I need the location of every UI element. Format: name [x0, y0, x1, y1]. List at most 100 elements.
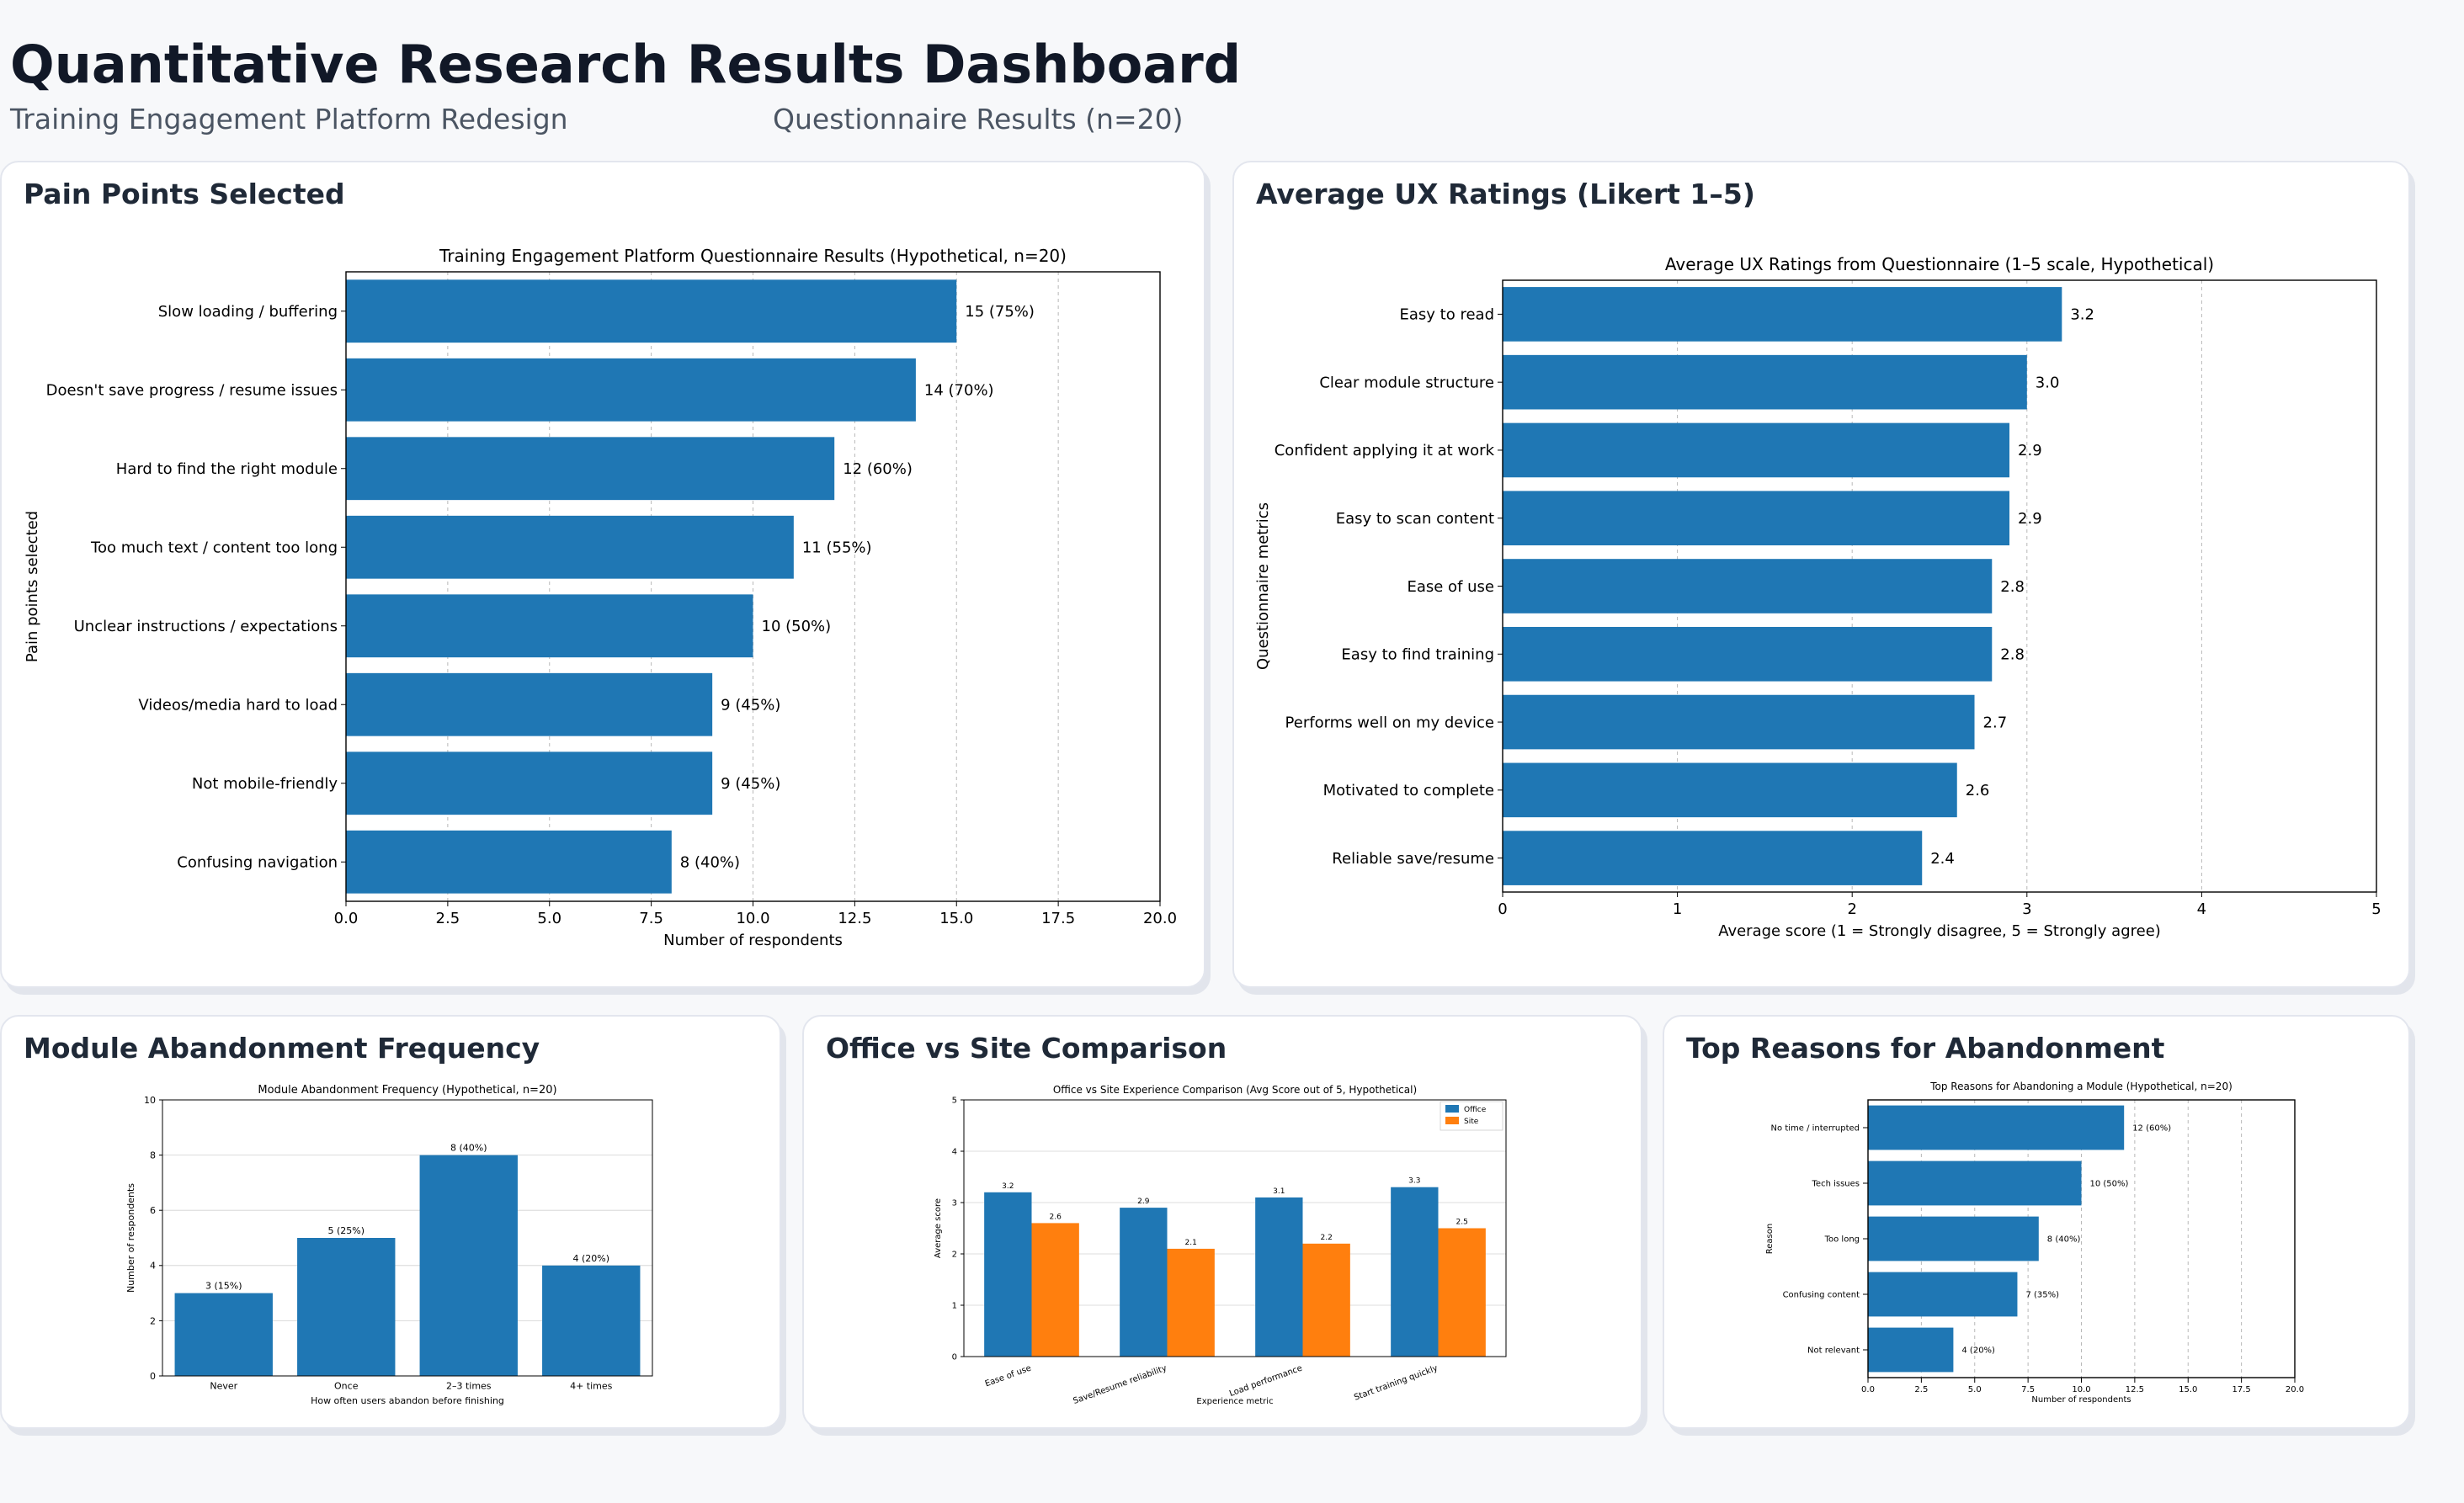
- bar: [419, 1155, 518, 1376]
- category-label: Clear module structure: [1319, 374, 1494, 391]
- category-label: Easy to find training: [1341, 646, 1494, 664]
- bar: [1503, 287, 2062, 342]
- x-tick-label: 7.5: [639, 910, 663, 927]
- category-label: Tech issues: [1812, 1180, 1860, 1189]
- data-label: 12 (60%): [2132, 1124, 2171, 1134]
- bar: [1503, 626, 1993, 682]
- bar: [1503, 694, 1975, 750]
- x-axis-label: Number of respondents: [2031, 1395, 2131, 1405]
- x-tick-label: 0.0: [1861, 1385, 1875, 1394]
- x-tick-label: 17.5: [1041, 910, 1075, 927]
- category-label: Easy to read: [1400, 306, 1494, 324]
- data-label: 3.0: [2036, 374, 2060, 391]
- x-tick-label: 7.5: [2021, 1385, 2035, 1394]
- category-label: Ease of use: [984, 1363, 1033, 1389]
- bar: [1503, 559, 1993, 613]
- data-label: 8 (40%): [450, 1143, 487, 1154]
- category-label: Easy to scan content: [1336, 510, 1494, 528]
- y-axis-label: Number of respondents: [125, 1183, 136, 1293]
- bar: [1503, 422, 2010, 478]
- bar: [1868, 1327, 1954, 1373]
- bar: [346, 515, 794, 579]
- y-axis-label: Pain points selected: [24, 511, 41, 662]
- y-tick-label: 4: [150, 1261, 156, 1272]
- category-label: Load performance: [1228, 1363, 1303, 1399]
- data-label: 10 (50%): [2090, 1180, 2129, 1189]
- data-label: 2.9: [2018, 510, 2042, 528]
- plot-frame: [963, 1099, 1507, 1357]
- category-label: Start training quickly: [1353, 1363, 1439, 1402]
- x-tick-label: 5: [2371, 900, 2381, 918]
- page-subtitle: Training Engagement Platform Redesign: [10, 103, 568, 135]
- bar: [346, 358, 916, 422]
- data-label: 3.2: [2070, 306, 2094, 324]
- sample-size-label: Questionnaire Results (n=20): [773, 103, 1184, 135]
- chart-title: Top Reasons for Abandoning a Module (Hyp…: [1929, 1081, 2233, 1092]
- data-label: 2.6: [1050, 1213, 1062, 1221]
- bar: [346, 437, 835, 501]
- bar: [1503, 491, 2010, 546]
- y-tick-label: 5: [952, 1097, 957, 1106]
- y-tick-label: 8: [150, 1150, 156, 1160]
- data-label: 2.8: [2000, 646, 2025, 664]
- category-label: Once: [334, 1380, 359, 1391]
- bar: [1302, 1243, 1350, 1357]
- data-label: 7 (35%): [2025, 1291, 2059, 1300]
- bar: [1868, 1160, 2082, 1206]
- x-tick-label: 2.5: [1914, 1385, 1928, 1394]
- bar: [1167, 1248, 1215, 1357]
- bar: [346, 830, 672, 894]
- category-label: No time / interrupted: [1771, 1124, 1860, 1134]
- bar: [297, 1238, 396, 1376]
- y-tick-label: 1: [952, 1302, 957, 1311]
- bar: [984, 1192, 1032, 1357]
- legend-label: Site: [1464, 1118, 1479, 1126]
- x-tick-label: 10.0: [2072, 1385, 2090, 1394]
- x-axis-label: Number of respondents: [663, 932, 843, 949]
- category-label: Never: [210, 1380, 237, 1391]
- y-tick-label: 4: [952, 1148, 957, 1157]
- category-label: Not relevant: [1807, 1346, 1860, 1356]
- data-label: 9 (45%): [721, 697, 780, 714]
- y-tick-label: 0: [952, 1353, 957, 1362]
- y-tick-label: 0: [150, 1371, 156, 1382]
- category-label: Unclear instructions / expectations: [74, 618, 338, 635]
- y-axis-label: Average score: [934, 1198, 943, 1258]
- bar: [1031, 1223, 1079, 1357]
- data-label: 2.4: [1930, 850, 1955, 868]
- card-title: Average UX Ratings (Likert 1–5): [1256, 178, 1755, 210]
- chart-title: Office vs Site Experience Comparison (Av…: [1053, 1084, 1417, 1096]
- data-label: 3.2: [1002, 1182, 1014, 1191]
- data-label: 2.8: [2000, 578, 2025, 596]
- y-tick-label: 2: [952, 1251, 957, 1260]
- bar: [346, 594, 753, 658]
- legend-swatch: [1445, 1117, 1459, 1124]
- plot-frame: [345, 271, 1161, 902]
- bar: [1868, 1272, 2018, 1317]
- plot-frame: [1867, 1099, 2296, 1378]
- data-label: 2.9: [1137, 1198, 1150, 1206]
- x-tick-label: 5.0: [1968, 1385, 1982, 1394]
- ux-ratings-chart: Easy to read 3.2 Clear module structure 3.0…: [1254, 254, 2382, 940]
- bar: [346, 279, 957, 343]
- bar: [1391, 1187, 1439, 1357]
- category-label: Confident applying it at work: [1275, 442, 1495, 459]
- data-label: 10 (50%): [762, 618, 832, 635]
- category-label: Hard to find the right module: [116, 460, 338, 478]
- bar: [174, 1293, 273, 1376]
- data-label: 2.1: [1185, 1239, 1197, 1247]
- bar: [1503, 831, 1923, 885]
- category-label: Performs well on my device: [1285, 714, 1494, 731]
- bar: [346, 752, 713, 815]
- data-label: 12 (60%): [843, 460, 913, 478]
- category-label: Too much text / content too long: [90, 539, 338, 557]
- x-tick-label: 4: [2197, 900, 2206, 918]
- data-label: 2.5: [1456, 1219, 1468, 1227]
- abandonment-frequency-chart: 0 2 4 6 8 10 3 (15%) Never 5 (25%) Once 8 (40%) 2–3…: [125, 1084, 653, 1406]
- data-label: 3.3: [1408, 1177, 1420, 1186]
- category-label: Doesn't save progress / resume issues: [46, 382, 338, 400]
- data-label: 4 (20%): [1961, 1346, 1995, 1356]
- abandonment-reasons-chart: No time / interrupted 12 (60%) Tech issues…: [1765, 1081, 2304, 1405]
- x-tick-label: 1: [1673, 900, 1682, 918]
- pain-points-card: Pain Points Selected Slow loading / buff…: [0, 161, 1205, 988]
